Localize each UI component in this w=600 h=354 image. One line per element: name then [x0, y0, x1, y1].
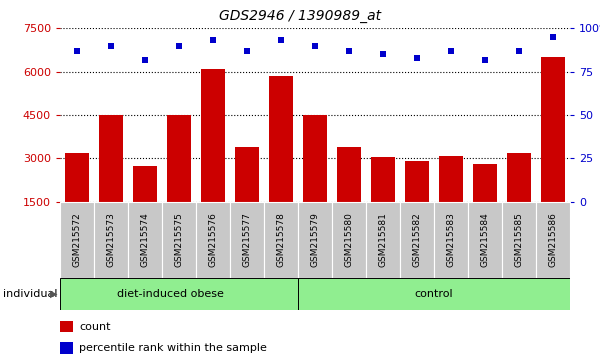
- Bar: [196, 202, 230, 278]
- Point: [514, 48, 524, 54]
- Text: GSM215580: GSM215580: [344, 212, 353, 267]
- Point: [106, 43, 116, 48]
- Text: percentile rank within the sample: percentile rank within the sample: [79, 343, 267, 353]
- Point: [276, 38, 286, 43]
- Text: control: control: [415, 289, 454, 299]
- Bar: [298, 202, 332, 278]
- Point: [208, 38, 218, 43]
- Bar: [541, 57, 565, 245]
- Bar: [60, 278, 298, 310]
- Point: [174, 43, 184, 48]
- Text: count: count: [79, 321, 111, 332]
- Bar: [303, 115, 327, 245]
- Bar: [60, 321, 73, 332]
- Bar: [507, 153, 531, 245]
- Text: GSM215576: GSM215576: [209, 212, 218, 267]
- Text: GSM215573: GSM215573: [107, 212, 115, 267]
- Bar: [128, 202, 162, 278]
- Bar: [298, 278, 570, 310]
- Bar: [269, 76, 293, 245]
- Text: GDS2946 / 1390989_at: GDS2946 / 1390989_at: [219, 9, 381, 23]
- Bar: [473, 164, 497, 245]
- Bar: [162, 202, 196, 278]
- Text: GSM215575: GSM215575: [175, 212, 184, 267]
- Bar: [65, 153, 89, 245]
- Bar: [264, 202, 298, 278]
- Bar: [366, 202, 400, 278]
- Bar: [468, 202, 502, 278]
- Point: [310, 43, 320, 48]
- Text: GSM215582: GSM215582: [413, 212, 421, 267]
- Bar: [405, 161, 429, 245]
- Bar: [235, 147, 259, 245]
- Bar: [439, 155, 463, 245]
- Point: [480, 57, 490, 62]
- Point: [548, 34, 558, 40]
- Point: [242, 48, 252, 54]
- Text: GSM215572: GSM215572: [73, 212, 82, 267]
- Text: GSM215585: GSM215585: [515, 212, 523, 267]
- Text: GSM215579: GSM215579: [311, 212, 320, 267]
- Text: GSM215581: GSM215581: [379, 212, 388, 267]
- Point: [72, 48, 82, 54]
- Bar: [502, 202, 536, 278]
- Point: [378, 52, 388, 57]
- Bar: [337, 147, 361, 245]
- Bar: [60, 202, 94, 278]
- Bar: [230, 202, 264, 278]
- Text: ▶: ▶: [50, 289, 58, 299]
- Text: diet-induced obese: diet-induced obese: [117, 289, 224, 299]
- Bar: [167, 115, 191, 245]
- Bar: [434, 202, 468, 278]
- Bar: [536, 202, 570, 278]
- Text: GSM215574: GSM215574: [140, 212, 149, 267]
- Point: [446, 48, 456, 54]
- Bar: [94, 202, 128, 278]
- Bar: [332, 202, 366, 278]
- Bar: [371, 157, 395, 245]
- Bar: [400, 202, 434, 278]
- Bar: [60, 342, 73, 354]
- Point: [344, 48, 354, 54]
- Text: individual: individual: [3, 289, 58, 299]
- Bar: [201, 69, 225, 245]
- Text: GSM215586: GSM215586: [548, 212, 557, 267]
- Bar: [99, 115, 123, 245]
- Point: [412, 55, 422, 61]
- Text: GSM215584: GSM215584: [481, 212, 490, 267]
- Text: GSM215578: GSM215578: [277, 212, 286, 267]
- Point: [140, 57, 150, 62]
- Text: GSM215583: GSM215583: [446, 212, 455, 267]
- Text: GSM215577: GSM215577: [242, 212, 251, 267]
- Bar: [133, 166, 157, 245]
